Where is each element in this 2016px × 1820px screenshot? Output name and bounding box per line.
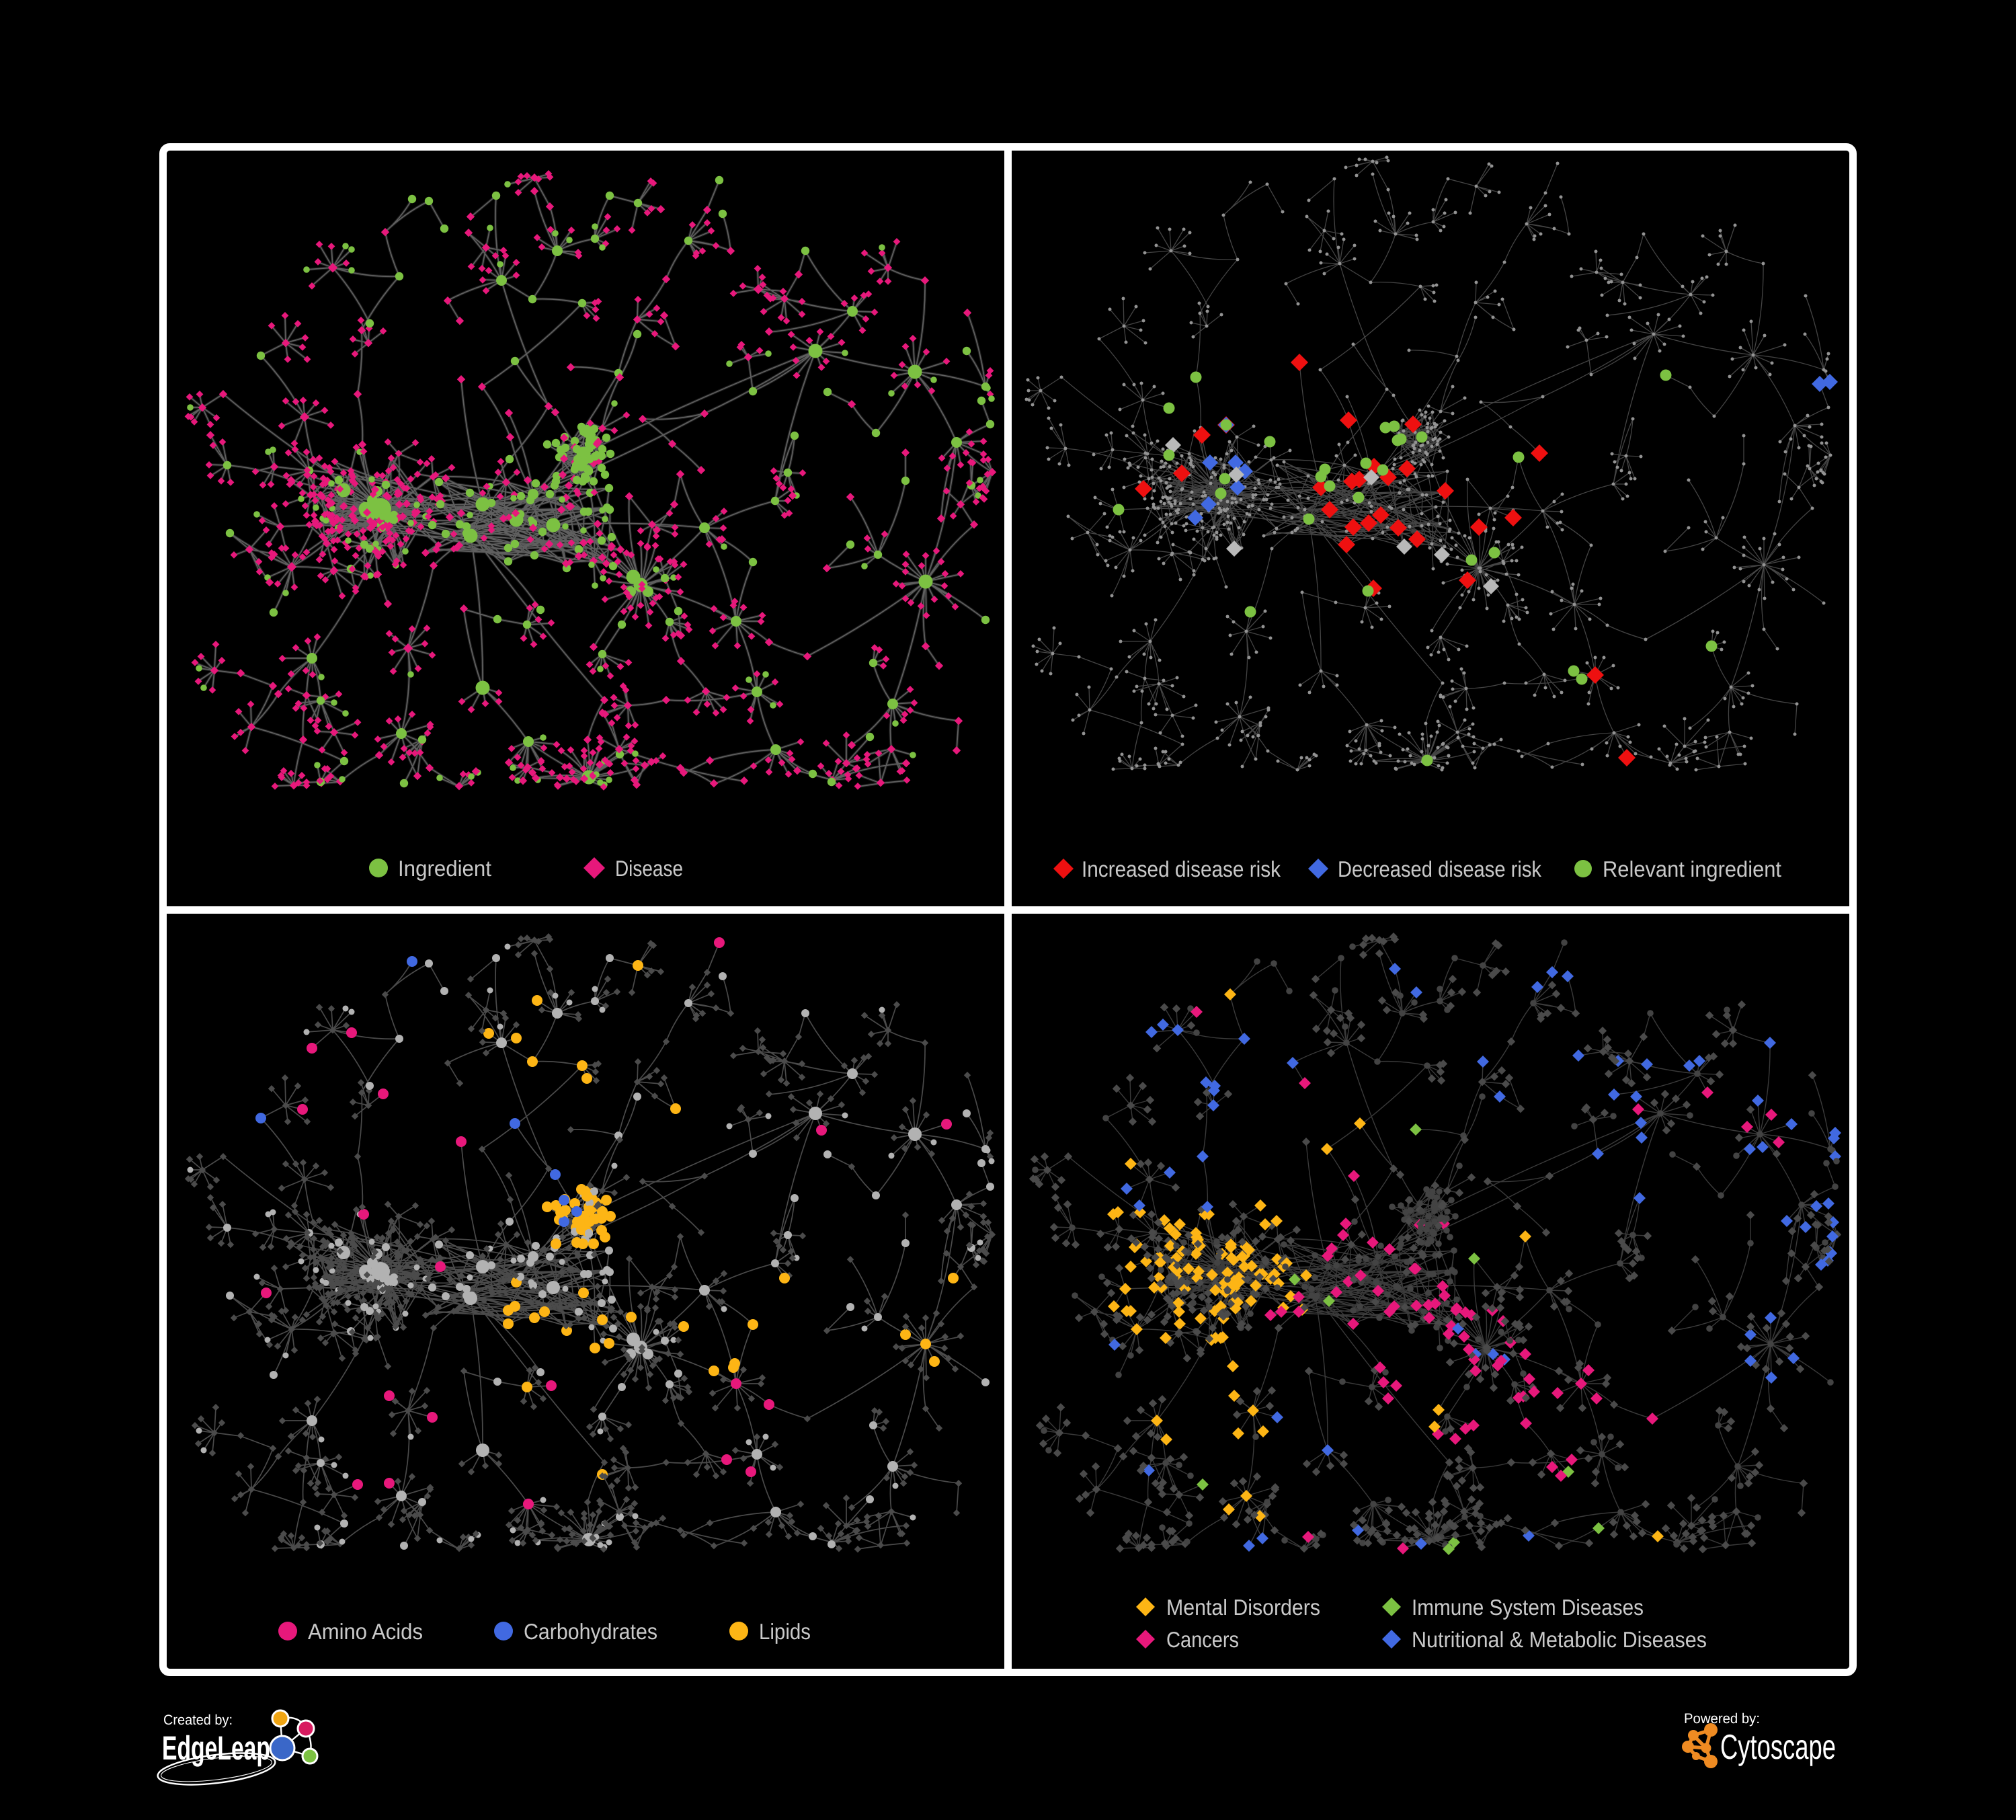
svg-text:Cytoscape: Cytoscape bbox=[1720, 1728, 1836, 1767]
svg-text:Increased disease risk: Increased disease risk bbox=[1082, 857, 1281, 881]
svg-text:Amino Acids: Amino Acids bbox=[308, 1619, 423, 1644]
svg-text:Powered by:: Powered by: bbox=[1684, 1711, 1760, 1727]
svg-text:Nutritional & Metabolic Diseas: Nutritional & Metabolic Diseases bbox=[1412, 1627, 1707, 1652]
svg-text:Created by:: Created by: bbox=[163, 1712, 233, 1728]
svg-text:Disease: Disease bbox=[615, 856, 683, 881]
svg-text:Decreased disease risk: Decreased disease risk bbox=[1338, 857, 1541, 881]
svg-text:Relevant ingredient: Relevant ingredient bbox=[1603, 857, 1781, 881]
svg-text:Lipids: Lipids bbox=[759, 1619, 811, 1644]
svg-text:Ingredient: Ingredient bbox=[398, 856, 491, 881]
svg-text:Mental Disorders: Mental Disorders bbox=[1166, 1595, 1320, 1620]
svg-text:Cancers: Cancers bbox=[1166, 1627, 1239, 1652]
svg-text:Carbohydrates: Carbohydrates bbox=[524, 1619, 657, 1644]
svg-text:Immune System Diseases: Immune System Diseases bbox=[1412, 1595, 1644, 1620]
svg-text:EdgeLeap: EdgeLeap bbox=[162, 1729, 270, 1767]
